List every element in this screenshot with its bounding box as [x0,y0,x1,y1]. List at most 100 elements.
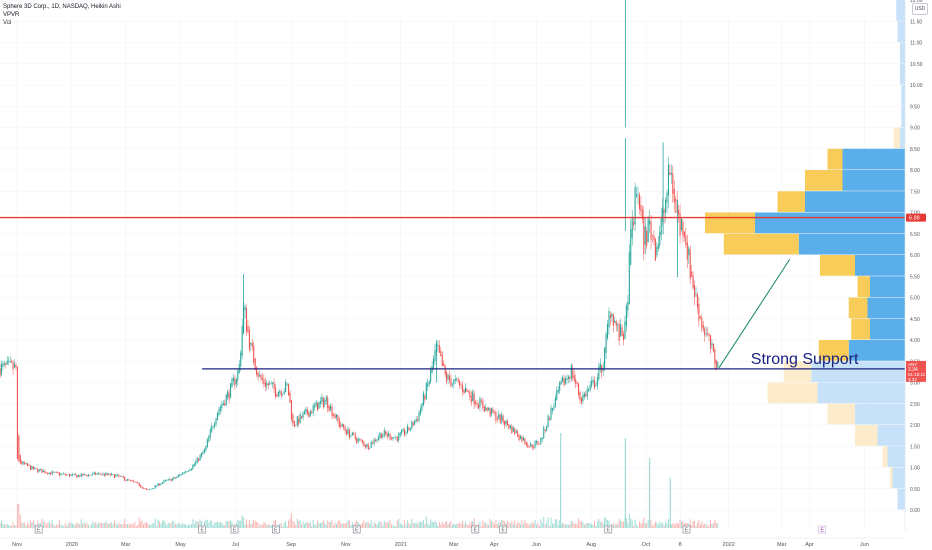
candle-body-171 [247,326,249,332]
chart-legend: Sphere 3D Corp., 1D, NASDAQ, Heikin Ashi… [3,3,121,27]
volume-bar-91 [131,523,133,528]
candle-body-143 [206,439,208,447]
volume-bar-451 [653,523,655,528]
indicator-vpvr[interactable]: VPVR [3,12,20,18]
vp-up-20 [900,63,905,85]
candle-body-110 [158,483,161,486]
candle-body-371 [537,441,539,445]
candle-body-397 [575,379,577,384]
volume-bar-156 [225,521,227,528]
candle-body-256 [370,441,372,448]
volume-bar-102 [147,523,149,528]
symbol-title[interactable]: Sphere 3D Corp., 1D, NASDAQ, Heikin Ashi [3,4,121,10]
earnings-box-9 [818,525,826,534]
candle-body-100 [144,488,146,489]
volume-bar-260 [376,524,378,528]
candle-body-254 [367,444,369,450]
volume-bar-411 [595,525,597,528]
volume-bar-282 [408,523,410,528]
candle-body-219 [317,402,319,411]
volume-bar-396 [573,524,575,528]
volume-bar-121 [174,523,176,528]
earnings-label-3: E [274,528,278,534]
volume-bar-13 [18,504,20,528]
candle-body-442 [640,205,642,212]
volume-bar-454 [657,525,659,528]
candle-body-196 [283,391,285,394]
candle-body-170 [245,308,248,333]
volume-bar-491 [711,523,713,528]
vp-up-5 [817,382,905,404]
candle-body-181 [261,377,263,380]
volume-bar-24 [34,522,36,528]
volume-bar-41 [58,519,60,528]
vp-down-16 [827,148,843,170]
candle-body-373 [540,437,542,444]
candle-body-492 [712,343,714,352]
earnings-box-3 [272,525,280,534]
volume-bar-225 [325,524,327,528]
candle-body-149 [215,418,217,425]
volume-bar-262 [379,521,381,528]
currency-button[interactable]: USD [912,3,928,15]
volume-bar-319 [462,521,464,528]
volume-bar-382 [553,524,555,528]
volume-bar-95 [137,524,139,528]
volume-bar-202 [292,520,294,528]
volume-bar-43 [61,525,63,528]
volume-bar-52 [74,524,76,528]
candle-body-452 [654,239,656,261]
candle-body-176 [254,358,256,371]
candle-body-251 [363,441,365,447]
candle-body-441 [638,194,640,209]
vp-up-8 [870,318,905,340]
candle-body-41 [58,472,60,476]
volume-bar-357 [517,522,519,528]
volume-bar-286 [414,523,416,528]
volume-bar-348 [504,521,506,528]
candle-body-430 [622,333,625,341]
volume-bar-304 [440,524,442,528]
candle-body-494 [715,360,717,370]
volume-bar-77 [111,522,113,528]
candle-body-417 [604,347,606,369]
y-tick-label-13: 6.50 [910,232,920,238]
vp-down-15 [805,170,843,191]
volume-bar-89 [128,523,130,528]
candle-body-45 [64,473,66,476]
volume-bar-321 [464,521,466,528]
earnings-label-0: E [37,528,41,534]
candle-body-267 [386,433,388,437]
volume-bar-441 [638,521,640,528]
volume-bar-430 [623,521,624,528]
candle-body-400 [579,392,581,400]
x-tick-label-14: 2022 [723,542,735,548]
trend-line[interactable] [718,258,791,369]
candle-body-308 [446,372,448,382]
volume-bar-118 [170,522,172,528]
candle-body-264 [382,435,384,438]
annotation-strong-support[interactable]: Strong Support [751,351,859,368]
volume-bar-393 [569,524,571,528]
time-axis[interactable]: Nov 2020 Mar May Jul Sep Nov 2021 Mar Apr Jun Aug Oc… [0,537,905,548]
vp-down-17 [893,127,900,149]
volume-bar-234 [338,520,340,528]
volume-bar-425 [615,523,617,528]
candle-body-175 [253,345,255,363]
indicator-volume[interactable]: Vol [3,20,12,26]
candle-body-317 [459,380,461,386]
volume-bar-361 [522,524,524,528]
vp-up-22 [897,21,905,42]
candle-body-28 [40,469,42,470]
candle-body-289 [418,412,420,421]
volume-bar-164 [237,519,239,528]
candle-body-295 [427,383,429,387]
y-tick-label-22: 11.00 [910,41,922,47]
candle-body-74 [106,473,108,475]
volume-bar-230 [333,525,334,528]
volume-bar-405 [586,522,588,528]
candle-body-414 [599,363,601,370]
price-axis[interactable]: 0.000.501.001.502.002.503.003.504.004.50… [904,0,923,530]
volume-bar-195 [282,526,284,528]
